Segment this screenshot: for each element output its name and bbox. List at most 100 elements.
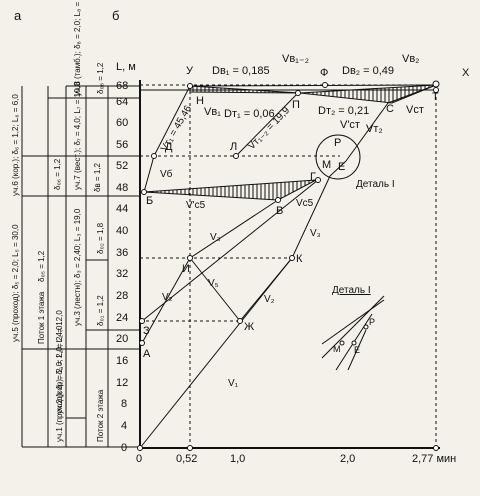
point-label: Л <box>230 141 237 153</box>
uch1-label: уч.1 (проход); δ₁ = 2,0; L₁ = 24,0 <box>55 325 64 442</box>
d02-label: δ₀₂ = 1,8 <box>96 222 105 254</box>
detail-label: Деталь I <box>356 179 395 190</box>
flow1-label: Поток 1 этажа <box>37 291 46 344</box>
y-tick: 16 <box>116 355 128 367</box>
point-K <box>289 255 295 261</box>
y-tick: 68 <box>116 80 128 92</box>
point-label: Т <box>432 91 439 103</box>
point-label: П <box>292 99 300 111</box>
point-G <box>315 177 321 183</box>
y-tick: 28 <box>116 290 128 302</box>
y-tick: 4 <box>121 420 127 432</box>
point-I <box>187 255 193 261</box>
d06-label: δ₀₆ = 1,2 <box>53 158 62 190</box>
x-tick: 0 <box>136 453 142 465</box>
y-tick: 44 <box>116 203 128 215</box>
detail-letter-M: М <box>333 344 341 354</box>
point-label: В <box>276 205 283 217</box>
y-tick: 52 <box>116 160 128 172</box>
point-V <box>275 197 281 203</box>
hatched-wedge-upper-right <box>299 84 437 104</box>
point-label: З <box>143 325 150 337</box>
point-label: Д <box>165 141 173 153</box>
v-b1-label: Vв₁ <box>204 106 221 118</box>
x-tick: 2,0 <box>340 453 355 465</box>
line-labels: Vт₁ = 45,46 Vт₁₋₂ = 19,9 Vб V'c5 Vc5 V₃ … <box>159 103 321 389</box>
d08-label: δ₀₈ = 1,2 <box>96 62 105 94</box>
point-D <box>151 153 157 159</box>
y-tick: 40 <box>116 225 128 237</box>
v5-label: V₅ <box>208 278 219 289</box>
point-label: У <box>186 65 194 77</box>
vc5-label: Vc5 <box>296 198 314 209</box>
flow2-label: Поток 2 этажа <box>96 389 105 442</box>
panel-label-a: а <box>14 8 22 23</box>
v2-label-a: V₂ <box>162 292 173 303</box>
detail-letter-E: Е <box>354 345 360 355</box>
y-tick: 32 <box>116 268 128 280</box>
v-b2-label: Vв₂ <box>402 53 419 65</box>
y-tick: 24 <box>116 312 128 324</box>
y-tick: 36 <box>116 247 128 259</box>
point-T <box>433 87 439 93</box>
detail-inset: Деталь I Р М Е <box>321 285 385 371</box>
point-label: К <box>296 253 303 265</box>
detail-point-M <box>339 340 345 346</box>
point-U <box>187 83 193 89</box>
point-x277 <box>433 445 439 451</box>
hatched-wedge-lower <box>143 179 317 201</box>
uch5-label: уч.5 (проход); δ₅ = 2,0; L₅ = 30,0 <box>11 224 20 342</box>
key-points <box>137 80 440 451</box>
panel-a-columns: уч.8 (тамб.); δ₈ = 2,0; L₈ = 2,0 δ₀₈ = 1… <box>11 0 140 448</box>
point-label: Ф <box>320 67 328 79</box>
uch7-label: уч.7 (вест.); δ₇ = 4,0; L₇ = 10,0 <box>73 81 82 190</box>
d05-label: δ₀₅ = 1,2 <box>37 250 46 282</box>
x-tick: 0,52 <box>176 453 197 465</box>
panel-label-b: б <box>112 8 119 23</box>
d-t2-label: Dт₂ = 0,21 <box>318 105 369 117</box>
point-label: Н <box>196 95 204 107</box>
uch2-label: уч.2 (кор); δ₂ = 2,0; L₂ = 12,0 <box>55 310 64 414</box>
detail-point-R <box>363 324 369 330</box>
point-X <box>432 80 440 88</box>
y-tick: 0 <box>121 442 127 454</box>
y-tick: 20 <box>116 333 128 345</box>
v6-label: Vб <box>160 168 173 180</box>
uch3-label: уч.3 (лестн); δ₃ = 2,40; L₃ = 19,0 <box>73 208 82 326</box>
v5-prime-label: V'c5 <box>186 200 206 211</box>
v-b12-label: Vв₁₋₂ <box>282 53 309 65</box>
detail-point-E <box>351 340 357 346</box>
uch8-label: уч.8 (тамб.); δ₈ = 2,0; L₈ = 2,0 <box>73 0 82 96</box>
point-label: Е <box>338 161 345 173</box>
detail-circle <box>315 134 361 180</box>
point-label: Ж <box>244 321 254 333</box>
uch6-label: уч.6 (кор.); δ₆ = 1,2; L₆ = 6,0 <box>11 94 20 196</box>
y-tick: 48 <box>116 182 128 194</box>
d-t1-label: Dт₁ = 0,06 <box>224 108 275 120</box>
v2-label-b: V₂ <box>264 294 275 305</box>
d01-label: δ₀₁ = 1,2 <box>96 295 105 326</box>
point-origin <box>137 445 143 451</box>
point-label: Б <box>146 195 153 207</box>
point-label: Г <box>310 171 316 183</box>
y-axis-label: L, м <box>116 61 136 73</box>
d-b1-label: Dв₁ = 0,185 <box>212 65 270 77</box>
x-tick: 1,0 <box>230 453 245 465</box>
v-t-prime-label: V'ст <box>340 119 360 131</box>
y-tick: 60 <box>116 117 128 129</box>
v3-label-a: V₃ <box>210 232 221 243</box>
d-b-label: δв = 1,2 <box>93 163 102 192</box>
v1-label: V₁ <box>228 378 239 389</box>
point-x052 <box>187 445 193 451</box>
point-B <box>141 189 147 195</box>
y-tick: 12 <box>116 377 128 389</box>
point-letters: У Ф Х Н П Л Д Т С Р М Е Г Б В К И З А Ж <box>143 65 470 360</box>
y-tick: 64 <box>116 96 128 108</box>
point-label: А <box>143 348 151 360</box>
point-Z <box>139 318 145 324</box>
point-A <box>139 340 145 346</box>
point-label: И <box>182 263 190 275</box>
axes: L, м 0 4 8 12 16 20 24 28 32 36 40 44 48… <box>116 61 456 465</box>
point-label: М <box>322 159 331 171</box>
